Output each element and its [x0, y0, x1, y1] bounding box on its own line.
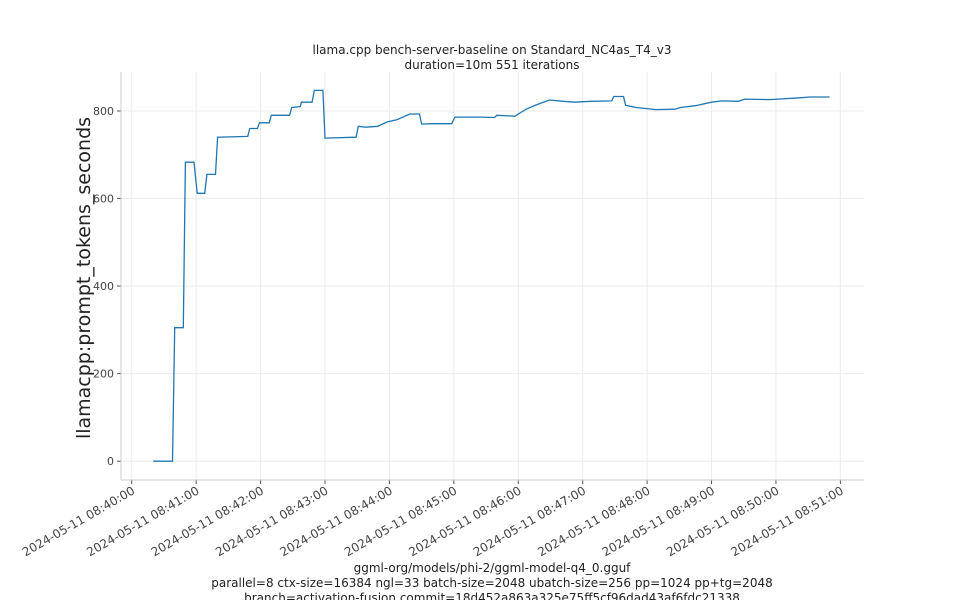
- x-axis-label: parallel=8 ctx-size=16384 ngl=33 batch-s…: [211, 576, 772, 590]
- x-tick-label: 2024-05-11 08:42:00: [149, 483, 266, 559]
- y-tick-label: 600: [93, 193, 114, 206]
- x-tick-label: 2024-05-11 08:43:00: [213, 483, 330, 559]
- x-tick-label: 2024-05-11 08:49:00: [600, 483, 717, 559]
- x-tick-label: 2024-05-11 08:50:00: [664, 483, 781, 559]
- x-axis-label: ggml-org/models/phi-2/ggml-model-q4_0.gg…: [354, 561, 632, 575]
- x-tick-label: 2024-05-11 08:40:00: [20, 483, 137, 559]
- x-tick-label: 2024-05-11 08:41:00: [84, 483, 201, 559]
- y-tick-label: 400: [93, 280, 114, 293]
- x-tick-label: 2024-05-11 08:47:00: [471, 483, 588, 559]
- y-tick-label: 200: [93, 368, 114, 381]
- x-tick-label: 2024-05-11 08:46:00: [406, 483, 523, 559]
- y-tick-label: 0: [107, 455, 114, 468]
- x-axis-label: branch=activation-fusion commit=18d452a8…: [244, 591, 740, 600]
- chart-subtitle: duration=10m 551 iterations: [405, 58, 580, 72]
- x-tick-label: 2024-05-11 08:44:00: [278, 483, 395, 559]
- y-axis-label: llamacpp:prompt_tokens_seconds: [73, 117, 95, 439]
- chart-title: llama.cpp bench-server-baseline on Stand…: [313, 43, 672, 57]
- y-tick-label: 800: [93, 105, 114, 118]
- x-tick-label: 2024-05-11 08:45:00: [342, 483, 459, 559]
- x-tick-label: 2024-05-11 08:48:00: [535, 483, 652, 559]
- x-tick-label: 2024-05-11 08:51:00: [729, 483, 846, 559]
- data-line: [153, 89, 830, 462]
